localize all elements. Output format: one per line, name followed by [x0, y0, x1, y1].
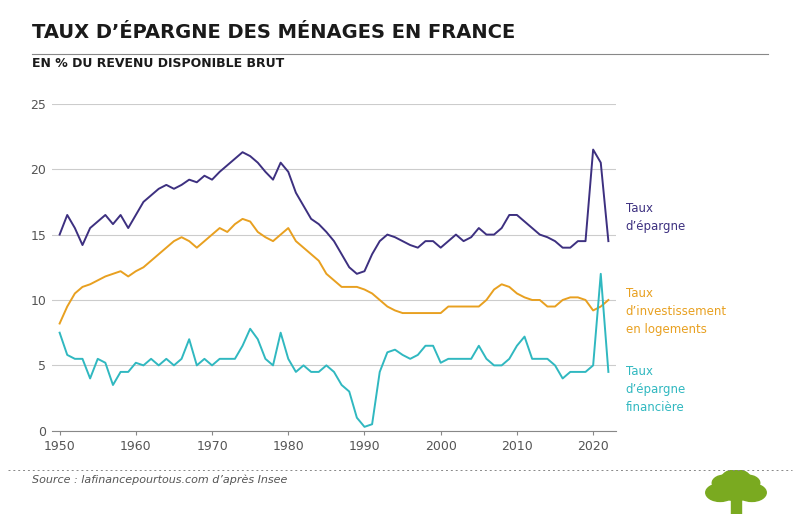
Text: Taux
d’investissement
en logements: Taux d’investissement en logements	[626, 287, 726, 336]
Text: Taux
d’épargne
financière: Taux d’épargne financière	[626, 365, 686, 414]
Circle shape	[706, 484, 734, 501]
Circle shape	[712, 475, 738, 491]
Circle shape	[716, 476, 756, 500]
Text: TAUX D’ÉPARGNE DES MÉNAGES EN FRANCE: TAUX D’ÉPARGNE DES MÉNAGES EN FRANCE	[32, 23, 515, 43]
Circle shape	[722, 470, 750, 487]
Circle shape	[734, 475, 760, 491]
Circle shape	[738, 484, 766, 501]
Text: Taux
d’épargne: Taux d’épargne	[626, 202, 686, 234]
Bar	[731, 500, 741, 514]
Text: EN % DU REVENU DISPONIBLE BRUT: EN % DU REVENU DISPONIBLE BRUT	[32, 57, 284, 70]
Text: Source : lafinancepourtous.com d’après Insee: Source : lafinancepourtous.com d’après I…	[32, 475, 287, 485]
